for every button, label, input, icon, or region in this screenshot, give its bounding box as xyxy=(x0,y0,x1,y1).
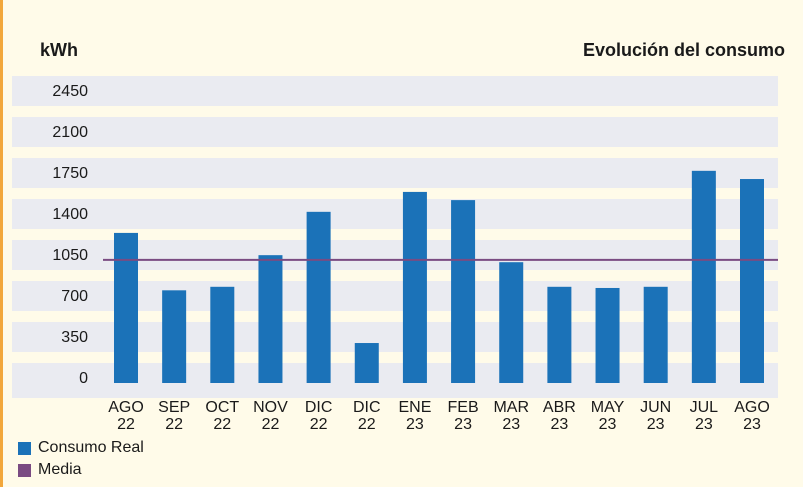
x-tick-label-month: JUL xyxy=(690,399,719,416)
x-tick-label-month: SEP xyxy=(158,399,190,416)
chart-title: Evolución del consumo xyxy=(582,40,785,60)
legend-label-media: Media xyxy=(38,461,82,478)
bar xyxy=(499,262,524,383)
x-tick-label-year: 23 xyxy=(454,416,472,433)
legend-swatch-line xyxy=(18,463,31,477)
legend-item-media: Media xyxy=(18,459,144,481)
y-tick-label: 700 xyxy=(61,288,88,305)
x-tick-label-year: 23 xyxy=(599,416,617,433)
bar xyxy=(740,179,764,383)
legend-swatch-bar xyxy=(18,441,31,455)
x-tick-label-month: MAY xyxy=(591,399,625,416)
bar xyxy=(547,286,572,383)
legend-item-consumo: Consumo Real xyxy=(18,437,144,459)
x-tick-label-month: DIC xyxy=(305,399,333,416)
y-tick-label: 1400 xyxy=(52,206,88,223)
x-tick-label-month: AGO xyxy=(734,399,770,416)
bar xyxy=(402,191,427,383)
grid-band xyxy=(12,117,778,147)
legend-label-consumo: Consumo Real xyxy=(38,439,144,456)
x-tick-label-month: NOV xyxy=(253,399,288,416)
x-tick-label-month: ENE xyxy=(398,399,431,416)
y-tick-label: 1050 xyxy=(52,247,88,264)
bar xyxy=(691,170,716,383)
bar xyxy=(595,287,620,383)
legend: Consumo Real Media xyxy=(18,437,144,481)
bar xyxy=(162,290,187,383)
x-tick-label-month: FEB xyxy=(448,399,479,416)
x-tick-label-year: 22 xyxy=(117,416,135,433)
x-tick-label-year: 23 xyxy=(502,416,520,433)
grid-band xyxy=(12,158,778,188)
x-tick-label-year: 23 xyxy=(647,416,665,433)
grid-band xyxy=(12,76,778,106)
y-tick-label: 0 xyxy=(79,370,88,387)
x-tick-label-year: 23 xyxy=(550,416,568,433)
grid-band xyxy=(12,240,778,270)
y-tick-label: 2450 xyxy=(52,83,88,100)
bar xyxy=(354,343,379,383)
x-tick-label-year: 23 xyxy=(743,416,761,433)
accent-stripe xyxy=(0,0,3,487)
x-tick-label-month: OCT xyxy=(205,399,239,416)
y-tick-label: 350 xyxy=(61,329,88,346)
grid-band xyxy=(12,199,778,229)
x-tick-label-month: JUN xyxy=(640,399,671,416)
bar xyxy=(451,200,476,383)
x-tick-label-month: MAR xyxy=(493,399,529,416)
bar xyxy=(114,232,138,383)
x-tick-label-month: DIC xyxy=(353,399,381,416)
x-tick-label-year: 22 xyxy=(310,416,328,433)
bar xyxy=(643,286,668,383)
x-tick-label-year: 22 xyxy=(165,416,183,433)
x-tick-label-year: 23 xyxy=(695,416,713,433)
y-tick-label: 2100 xyxy=(52,124,88,141)
bar xyxy=(210,286,235,383)
x-tick-label-month: AGO xyxy=(108,399,144,416)
y-axis-label: kWh xyxy=(40,40,78,60)
bar xyxy=(258,255,283,383)
x-tick-label-year: 22 xyxy=(262,416,280,433)
x-tick-label-year: 22 xyxy=(213,416,231,433)
x-tick-label-month: ABR xyxy=(543,399,576,416)
y-tick-label: 1750 xyxy=(52,165,88,182)
x-tick-label-year: 22 xyxy=(358,416,376,433)
x-tick-label-year: 23 xyxy=(406,416,424,433)
bar xyxy=(306,211,331,383)
